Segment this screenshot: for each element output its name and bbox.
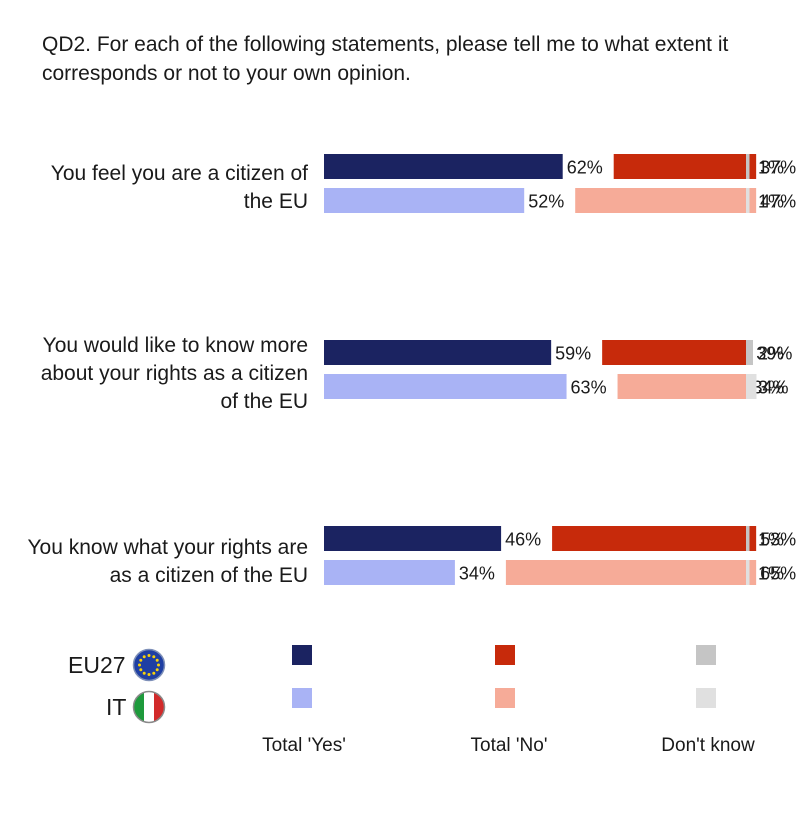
legend-eu27: EU27 <box>68 648 166 682</box>
data-label-dk-it: 1% <box>758 192 784 212</box>
data-label-yes-eu27: 46% <box>505 530 541 550</box>
bar-no-eu27 <box>602 340 753 365</box>
bar-dk-eu27 <box>746 340 753 365</box>
statement-label-line: the EU <box>243 190 308 213</box>
data-label-no-it: 65% <box>760 564 796 584</box>
bar-no-eu27 <box>613 154 757 179</box>
eu-flag-icon <box>132 648 165 682</box>
legend-it-label: IT <box>106 694 127 720</box>
legend-swatch-it-dk <box>696 688 716 708</box>
legend-swatch-eu-yes <box>292 645 312 665</box>
legend-it: IT <box>106 690 166 724</box>
data-label-yes-it: 34% <box>459 564 495 584</box>
statement-label-line: as a citizen of the EU <box>109 564 308 587</box>
bar-no-eu27 <box>552 526 757 551</box>
bar-no-it <box>617 374 749 399</box>
legend-swatch-eu-no <box>495 645 515 665</box>
bar-dk-eu27 <box>746 526 750 551</box>
statement-label-citizen: You feel you are a citizen of the EU <box>8 160 308 216</box>
italy-flag-icon <box>133 690 166 724</box>
bar-yes-eu27 <box>324 526 502 551</box>
data-label-yes-eu27: 59% <box>555 344 591 364</box>
bar-yes-it <box>324 188 525 213</box>
legend-swatch-it-no <box>495 688 515 708</box>
data-label-no-it: 47% <box>760 192 796 212</box>
bar-yes-it <box>324 560 455 585</box>
legend-swatch-it-yes <box>292 688 312 708</box>
data-label-dk-eu27: 1% <box>758 158 784 178</box>
data-label-dk-eu27: 1% <box>758 530 784 550</box>
data-label-no-eu27: 39% <box>756 344 792 364</box>
legend-eu27-label: EU27 <box>68 652 126 678</box>
statement-label-line: about your rights as a citizen <box>40 362 308 385</box>
bar-dk-it <box>746 374 757 399</box>
legend-no-label: Total 'No' <box>470 735 548 756</box>
legend-swatch-eu-dk <box>696 645 716 665</box>
bar-no-it <box>505 560 757 585</box>
data-label-no-eu27: 53% <box>760 530 796 550</box>
statement-label-line: You feel you are a citizen of <box>50 162 308 185</box>
chart-question: QD2. For each of the following statement… <box>42 33 729 85</box>
data-label-no-eu27: 37% <box>760 158 796 178</box>
bar-no-it <box>575 188 757 213</box>
bar-yes-it <box>324 374 567 399</box>
data-label-dk-it: 3% <box>758 378 784 398</box>
statement-label-line: You would like to know more <box>42 334 308 357</box>
bar-dk-it <box>746 560 750 585</box>
statement-label-know-more: You would like to know more about your r… <box>8 332 308 416</box>
bar-yes-eu27 <box>324 340 552 365</box>
statement-label-know-rights: You know what your rights are as a citiz… <box>8 534 308 590</box>
statement-label-line: of the EU <box>220 390 308 413</box>
legend-yes-label: Total 'Yes' <box>262 735 346 756</box>
data-label-dk-it: 1% <box>758 564 784 584</box>
bar-dk-eu27 <box>746 154 750 179</box>
legend-dk-label: Don't know <box>661 735 755 756</box>
statement-label-line: You know what your rights are <box>27 536 308 559</box>
data-label-yes-eu27: 62% <box>567 158 603 178</box>
bar-yes-eu27 <box>324 154 563 179</box>
data-label-dk-eu27: 2% <box>758 344 784 364</box>
bar-dk-it <box>746 188 750 213</box>
data-label-no-it: 34% <box>752 378 788 398</box>
data-label-yes-it: 63% <box>571 378 607 398</box>
data-label-yes-it: 52% <box>528 192 564 212</box>
